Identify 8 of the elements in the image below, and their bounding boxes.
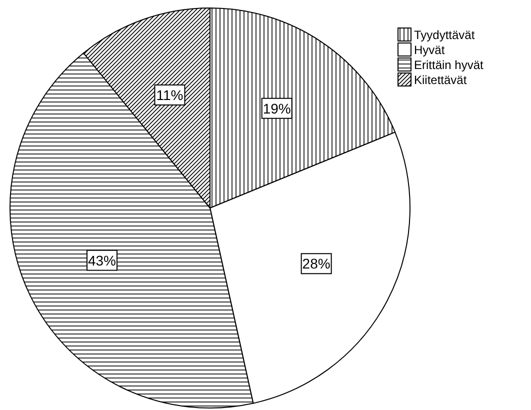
legend-label: Erittäin hyvät [414,58,484,72]
data-label: 43% [88,252,116,268]
legend-label: Kiitettävät [414,73,468,87]
data-label: 19% [262,100,291,116]
legend-label: Tyydyttävät [414,28,476,42]
data-label: 28% [302,256,330,272]
legend-label: Hyvät [414,43,446,57]
data-label: 11% [156,86,184,103]
